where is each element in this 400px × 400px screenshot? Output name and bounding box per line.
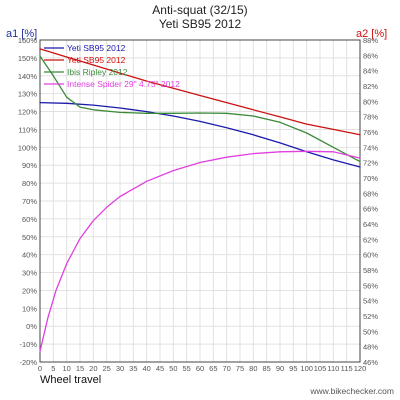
x-axis-label: Wheel travel xyxy=(40,374,101,386)
right-tick-labels: 46% 48% 50% 52% 54% 56% 58% 60% 62% 64% 66% 68% 70% 7… xyxy=(363,36,378,367)
right-tick-label: 54% xyxy=(363,297,378,306)
left-tick-label: 40% xyxy=(22,251,37,260)
legend-label: Yeti SB95 2012 xyxy=(67,43,126,53)
x-tick-label: 50 xyxy=(169,364,177,373)
chart-subtitle: Yeti SB95 2012 xyxy=(159,17,242,31)
left-tick-labels: -20% -10% 0% 10% 20% 30% 40% 50% 60% 70% 80% 90% 100… xyxy=(18,36,38,367)
x-tick-label: 75 xyxy=(236,364,244,373)
right-tick-label: 76% xyxy=(363,128,378,137)
legend-label: Ibis Ripley 2012 xyxy=(67,67,128,77)
right-tick-label: 60% xyxy=(363,251,378,260)
legend-label: Yeti SB95 2012 xyxy=(67,55,126,65)
right-tick-label: 52% xyxy=(363,312,378,321)
left-tick-label: 0% xyxy=(26,322,37,331)
left-tick-label: 120% xyxy=(18,108,38,117)
right-tick-label: 78% xyxy=(363,113,378,122)
legend: Yeti SB95 2012 Yeti SB95 2012 Ibis Ripley … xyxy=(44,43,180,89)
x-tick-label: 70 xyxy=(222,364,230,373)
right-tick-label: 86% xyxy=(363,51,378,60)
right-tick-label: 50% xyxy=(363,327,378,336)
x-tick-label: 65 xyxy=(209,364,217,373)
right-tick-label: 66% xyxy=(363,205,378,214)
left-tick-label: -20% xyxy=(19,358,37,367)
left-tick-label: 110% xyxy=(18,125,37,134)
left-tick-label: 140% xyxy=(18,72,38,81)
x-tick-label: 55 xyxy=(182,364,190,373)
right-tick-label: 80% xyxy=(363,97,378,106)
right-tick-label: 62% xyxy=(363,235,378,244)
left-tick-label: 30% xyxy=(22,269,37,278)
x-tick-label: 60 xyxy=(196,364,204,373)
series-line-3 xyxy=(39,55,361,163)
series-line-2 xyxy=(39,48,361,136)
left-tick-label: 130% xyxy=(18,90,38,99)
right-tick-label: 48% xyxy=(363,343,378,352)
x-tick-label: 120 xyxy=(354,364,367,373)
left-tick-label: -10% xyxy=(19,340,37,349)
x-tick-label: 45 xyxy=(156,364,164,373)
x-tick-label: 0 xyxy=(38,364,42,373)
right-tick-label: 72% xyxy=(363,159,378,168)
right-tick-label: 82% xyxy=(363,82,378,91)
x-tick-label: 5 xyxy=(51,364,55,373)
left-axis-label: a1 [%] xyxy=(6,28,37,40)
left-tick-label: 10% xyxy=(22,304,37,313)
x-tick-label: 25 xyxy=(102,364,110,373)
x-tick-label: 105 xyxy=(314,364,327,373)
chart-title: Anti-squat (32/15) xyxy=(152,3,247,17)
right-tick-label: 46% xyxy=(363,358,378,367)
x-tick-label: 40 xyxy=(142,364,150,373)
x-tick-label: 115 xyxy=(341,364,353,373)
x-tick-label: 20 xyxy=(89,364,97,373)
left-tick-label: 100% xyxy=(18,143,38,152)
x-tick-label: 100 xyxy=(300,364,313,373)
right-tick-label: 68% xyxy=(363,189,378,198)
series-lines xyxy=(39,48,361,352)
x-tick-label: 10 xyxy=(62,364,70,373)
left-tick-label: 150% xyxy=(18,54,38,63)
right-tick-label: 84% xyxy=(363,67,378,76)
series-line-4 xyxy=(39,150,361,352)
x-tick-label: 15 xyxy=(76,364,84,373)
x-tick-label: 80 xyxy=(249,364,257,373)
right-axis-label: a2 [%] xyxy=(356,28,387,40)
x-tick-labels: 0 5 10 15 20 25 30 35 40 45 50 55 60 65 70 75 80 85 90 95 10… xyxy=(38,364,366,373)
x-tick-label: 35 xyxy=(129,364,137,373)
x-tick-label: 30 xyxy=(116,364,124,373)
right-tick-label: 58% xyxy=(363,266,378,275)
left-tick-label: 50% xyxy=(22,233,37,242)
left-tick-label: 60% xyxy=(22,215,37,224)
right-tick-label: 70% xyxy=(363,174,378,183)
x-tick-label: 110 xyxy=(327,364,339,373)
plot-frame xyxy=(39,39,361,363)
right-tick-label: 88% xyxy=(363,36,378,45)
legend-label: Intense Spider 29" 4.75" 2012 xyxy=(67,79,180,89)
x-tick-label: 95 xyxy=(289,364,297,373)
left-tick-label: 20% xyxy=(22,286,37,295)
left-tick-label: 160% xyxy=(18,36,38,45)
left-tick-label: 80% xyxy=(22,179,37,188)
x-tick-label: 85 xyxy=(262,364,270,373)
x-tick-label: 90 xyxy=(276,364,284,373)
right-tick-label: 56% xyxy=(363,281,378,290)
left-tick-label: 90% xyxy=(22,161,37,170)
right-tick-label: 64% xyxy=(363,220,378,229)
right-tick-label: 74% xyxy=(363,143,378,152)
source-credit: www.bikechecker.com xyxy=(309,386,394,396)
left-tick-label: 70% xyxy=(22,197,37,206)
